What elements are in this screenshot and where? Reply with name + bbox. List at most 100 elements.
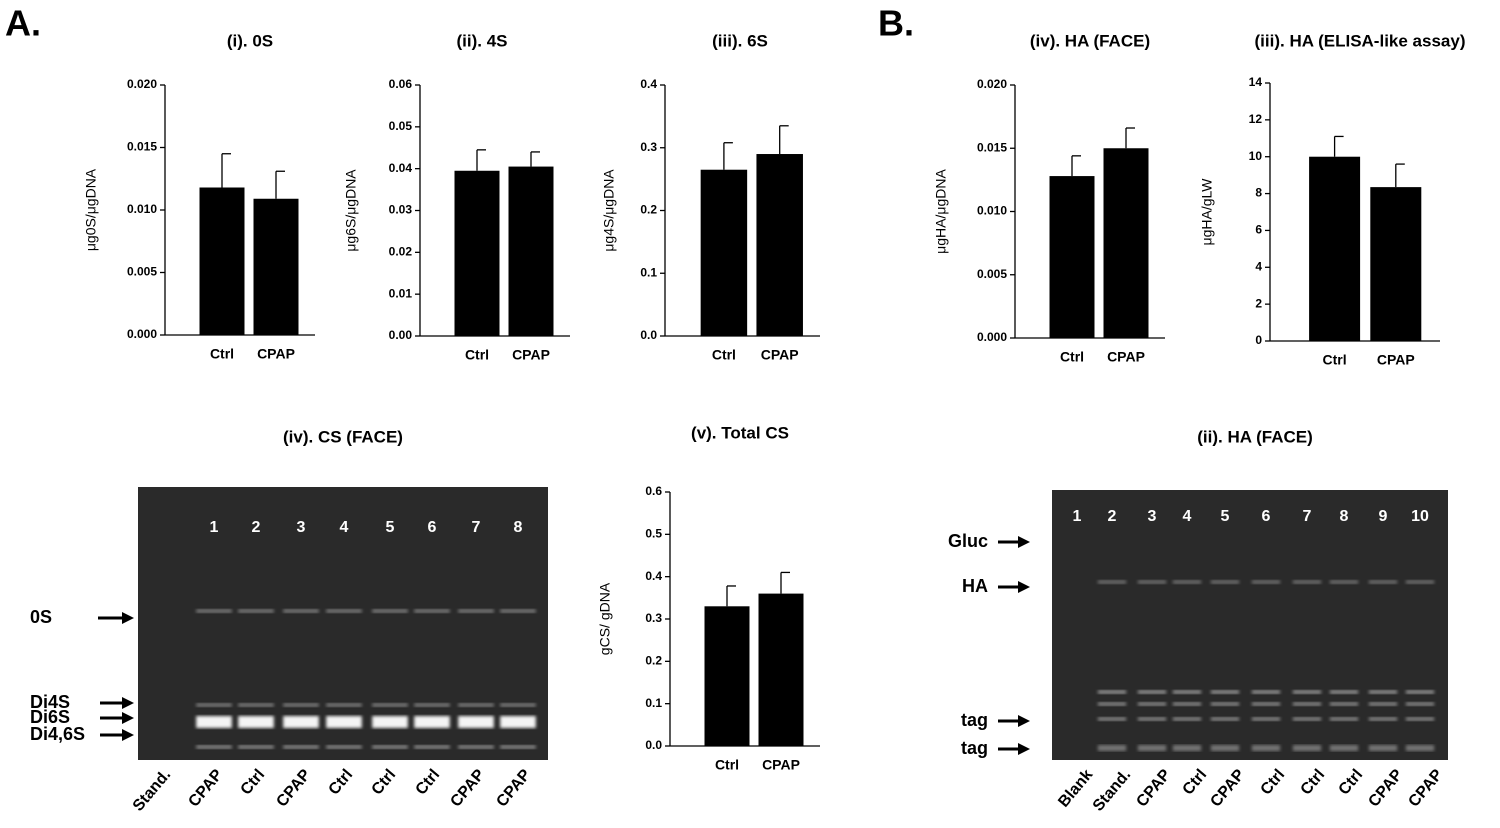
lane-label: Ctrl	[1258, 766, 1289, 798]
lane-number: 1	[1073, 508, 1082, 525]
gel-band	[196, 703, 232, 707]
gel-band	[1172, 745, 1202, 751]
gel-band	[326, 609, 362, 613]
y-tick-label: 0.1	[645, 696, 662, 710]
gel-band	[1251, 745, 1281, 751]
gel-band	[1368, 690, 1398, 694]
lane-number: 2	[252, 519, 261, 536]
lane-number: 4	[1183, 508, 1192, 525]
gel-band	[1210, 580, 1240, 584]
lane-number: 7	[1303, 508, 1312, 525]
gel-band	[500, 609, 536, 613]
y-tick-label: 0.05	[389, 119, 413, 133]
gel-band	[1251, 702, 1281, 706]
y-tick-label: 0.015	[127, 140, 157, 154]
gel-band	[1172, 717, 1202, 721]
lane-number: 5	[386, 519, 395, 536]
bar	[1370, 187, 1422, 341]
x-tick-label: CPAP	[512, 347, 550, 363]
band-label: HA	[962, 576, 988, 596]
gel-band	[372, 745, 408, 749]
gel-band	[1172, 702, 1202, 706]
y-tick-label: 0.06	[389, 77, 413, 91]
band-label: 0S	[30, 607, 52, 627]
arrow-head	[122, 729, 134, 741]
lane-label: CPAP	[1365, 766, 1406, 810]
y-tick-label: 0.015	[977, 140, 1007, 154]
y-tick-label: 0.005	[127, 265, 157, 279]
y-tick-label: 0.2	[645, 654, 662, 668]
y-tick-label: 6	[1255, 223, 1262, 237]
gel-band	[414, 703, 450, 707]
y-tick-label: 12	[1249, 112, 1263, 126]
chart-title: (iii). HA (ELISA-like assay)	[1255, 31, 1466, 50]
gel-band	[458, 745, 494, 749]
gel-band	[458, 609, 494, 613]
panel-letter: B.	[878, 3, 914, 44]
gel-band	[500, 703, 536, 707]
gel-band	[1292, 690, 1322, 694]
gel-band	[1210, 745, 1240, 751]
gel-band	[1368, 580, 1398, 584]
y-tick-label: 0.00	[389, 328, 413, 342]
gel-band	[1251, 717, 1281, 721]
y-tick-label: 0.4	[645, 569, 662, 583]
gel-band	[1210, 717, 1240, 721]
gel-band	[1292, 717, 1322, 721]
gel-band	[326, 745, 362, 749]
arrow-head	[1018, 536, 1030, 548]
bar	[758, 593, 804, 746]
gel-band	[1329, 702, 1359, 706]
y-tick-label: 0.5	[645, 527, 662, 541]
y-tick-label: 0.0	[640, 328, 657, 342]
gel-band	[326, 703, 362, 707]
y-tick-label: 0.4	[640, 77, 657, 91]
y-tick-label: 0.03	[389, 203, 413, 217]
lane-label: CPAP	[185, 766, 226, 810]
gel-band	[1210, 690, 1240, 694]
lane-number: 8	[1340, 508, 1349, 525]
y-tick-label: 4	[1255, 259, 1262, 273]
x-tick-label: Ctrl	[210, 346, 234, 362]
gel-band	[1368, 745, 1398, 751]
gel-band	[1210, 702, 1240, 706]
arrow-head	[1018, 715, 1030, 727]
x-tick-label: Ctrl	[1323, 352, 1347, 368]
gel-band	[1292, 580, 1322, 584]
bar	[1049, 176, 1095, 338]
lane-number: 5	[1221, 508, 1230, 525]
arrow-head	[122, 697, 134, 709]
gel-band	[1097, 690, 1127, 694]
gel-band	[1172, 580, 1202, 584]
gel-band	[1405, 690, 1435, 694]
gel-band	[500, 745, 536, 749]
lane-label: Ctrl	[413, 766, 444, 798]
gel-band	[1329, 580, 1359, 584]
gel-band	[1329, 717, 1359, 721]
bar	[253, 198, 299, 335]
bar	[700, 169, 748, 336]
x-tick-label: Ctrl	[712, 347, 736, 363]
gel-band	[238, 703, 274, 707]
gel-band	[1097, 702, 1127, 706]
x-tick-label: Ctrl	[715, 757, 739, 773]
gel-band	[283, 716, 319, 728]
y-tick-label: 0.04	[389, 161, 413, 175]
chart-title: (i). 0S	[227, 31, 273, 50]
x-tick-label: Ctrl	[1060, 349, 1084, 365]
gel-band	[1251, 690, 1281, 694]
y-tick-label: 0.020	[127, 77, 157, 91]
gel-band	[414, 609, 450, 613]
gel-band	[1172, 690, 1202, 694]
y-axis-label: gCS/ gDNA	[597, 582, 613, 655]
lane-number: 7	[472, 519, 481, 536]
lane-number: 4	[340, 519, 349, 536]
gel-band	[1405, 580, 1435, 584]
y-axis-label: μg6S/μgDNA	[343, 169, 359, 252]
gel-band	[1097, 717, 1127, 721]
gel-band	[414, 745, 450, 749]
arrow-head	[122, 712, 134, 724]
panel-letter: A.	[5, 3, 41, 44]
gel-title: (ii). HA (FACE)	[1197, 427, 1313, 446]
